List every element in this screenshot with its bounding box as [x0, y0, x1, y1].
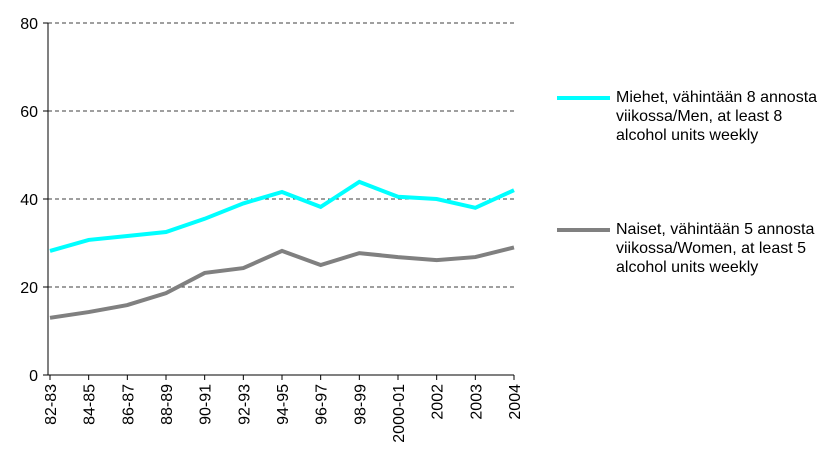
legend-label: Miehet, vähintään 8 annosta viikossa/Men…: [616, 89, 818, 144]
x-tick-label: 86-87: [120, 384, 137, 425]
x-tick-label: 98-99: [352, 384, 369, 425]
x-tick-label: 92-93: [236, 384, 253, 425]
y-tick-label: 60: [20, 104, 38, 121]
x-tick-label: 84-85: [82, 384, 99, 425]
y-tick-label: 20: [20, 280, 38, 297]
x-tick-label: 82-83: [43, 384, 60, 425]
y-tick-label: 40: [20, 192, 38, 209]
x-tick-label: 2002: [430, 384, 447, 420]
y-tick-label: 0: [29, 368, 38, 385]
series-line: [49, 179, 515, 253]
x-tick-label: 96-97: [314, 384, 331, 425]
x-tick-label: 88-89: [159, 384, 176, 425]
legend-label: Naiset, vähintään 5 annosta viikossa/Wom…: [616, 221, 815, 276]
y-tick-label: 80: [20, 16, 38, 33]
series-line: [49, 245, 515, 320]
x-tick-label: 2003: [468, 384, 485, 420]
x-tick-label: 2000-01: [391, 384, 408, 443]
x-tick-label: 90-91: [198, 384, 215, 425]
x-tick-label: 2004: [507, 384, 524, 420]
x-tick-label: 94-95: [275, 384, 292, 425]
